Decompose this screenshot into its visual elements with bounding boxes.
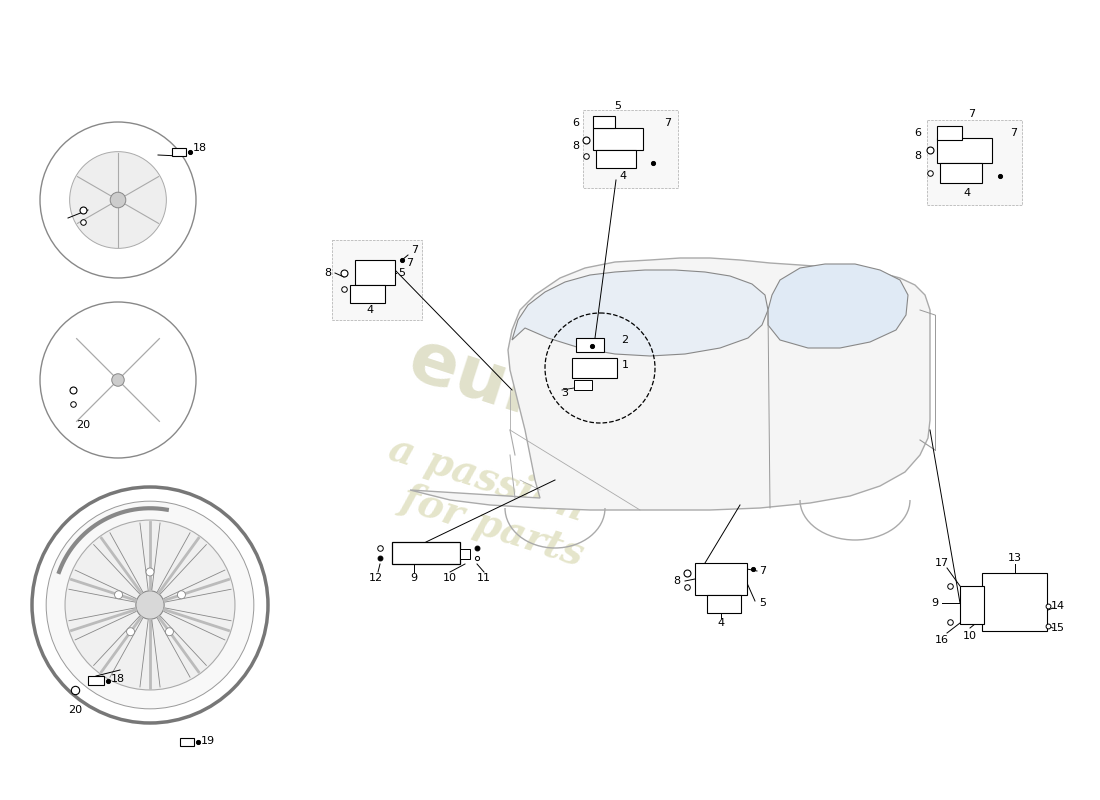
Bar <box>927 120 1022 205</box>
Polygon shape <box>410 258 930 510</box>
Circle shape <box>177 590 186 598</box>
Text: 13: 13 <box>1008 553 1022 563</box>
Circle shape <box>146 568 154 576</box>
FancyBboxPatch shape <box>180 738 194 746</box>
Text: 14: 14 <box>1050 601 1065 611</box>
Text: 19: 19 <box>201 736 216 746</box>
Circle shape <box>165 628 174 636</box>
Polygon shape <box>768 264 908 348</box>
Text: a passion
   for parts: a passion for parts <box>358 426 602 574</box>
FancyBboxPatch shape <box>982 573 1047 631</box>
FancyBboxPatch shape <box>593 128 644 150</box>
Text: europarts: europarts <box>399 326 801 514</box>
Text: 12: 12 <box>368 573 383 583</box>
Text: 5: 5 <box>615 101 622 111</box>
Circle shape <box>126 628 134 636</box>
Text: 15: 15 <box>1050 623 1065 633</box>
Text: 17: 17 <box>935 558 949 568</box>
Text: 7: 7 <box>1011 128 1018 138</box>
Circle shape <box>114 590 122 598</box>
FancyBboxPatch shape <box>88 676 104 685</box>
FancyBboxPatch shape <box>460 549 470 559</box>
FancyBboxPatch shape <box>695 563 747 595</box>
Text: 4: 4 <box>619 171 627 181</box>
FancyBboxPatch shape <box>593 116 615 128</box>
Bar <box>583 110 678 188</box>
FancyBboxPatch shape <box>707 595 741 613</box>
FancyBboxPatch shape <box>596 150 636 168</box>
Text: 4: 4 <box>964 188 970 198</box>
Text: 9: 9 <box>410 573 418 583</box>
FancyBboxPatch shape <box>574 380 592 390</box>
Circle shape <box>32 487 268 723</box>
Text: 7: 7 <box>411 245 419 255</box>
FancyBboxPatch shape <box>937 138 992 163</box>
Circle shape <box>65 520 235 690</box>
FancyBboxPatch shape <box>350 285 385 303</box>
Text: 10: 10 <box>443 573 456 583</box>
Bar <box>332 240 422 320</box>
Text: 9: 9 <box>932 598 938 608</box>
Circle shape <box>110 192 125 208</box>
Text: 20: 20 <box>68 705 82 715</box>
Text: 6: 6 <box>572 118 580 128</box>
Text: 8: 8 <box>572 141 580 151</box>
Circle shape <box>112 374 124 386</box>
Text: 11: 11 <box>477 573 491 583</box>
Text: 7: 7 <box>406 258 414 268</box>
Text: 8: 8 <box>673 576 681 586</box>
FancyBboxPatch shape <box>940 163 982 183</box>
FancyBboxPatch shape <box>355 260 395 285</box>
Text: 5: 5 <box>398 268 406 278</box>
Text: 7: 7 <box>759 566 767 576</box>
Circle shape <box>40 302 196 458</box>
Text: 7: 7 <box>664 118 672 128</box>
Text: 3: 3 <box>561 388 569 398</box>
FancyBboxPatch shape <box>937 126 962 140</box>
Text: 20: 20 <box>76 420 90 430</box>
Circle shape <box>135 591 164 619</box>
Text: 8: 8 <box>914 151 922 161</box>
Text: 18: 18 <box>111 674 125 684</box>
Circle shape <box>46 501 254 709</box>
Text: 18: 18 <box>192 143 207 153</box>
Circle shape <box>69 152 166 248</box>
FancyBboxPatch shape <box>576 338 604 352</box>
Text: 16: 16 <box>935 635 949 645</box>
FancyBboxPatch shape <box>960 586 984 624</box>
Text: 6: 6 <box>914 128 922 138</box>
Text: 1: 1 <box>621 360 628 370</box>
FancyBboxPatch shape <box>572 358 617 378</box>
Circle shape <box>40 122 196 278</box>
FancyBboxPatch shape <box>392 542 460 564</box>
Polygon shape <box>512 270 768 356</box>
FancyBboxPatch shape <box>172 148 186 156</box>
Text: 2: 2 <box>621 335 628 345</box>
Text: 10: 10 <box>962 631 977 641</box>
Text: 4: 4 <box>366 305 374 315</box>
Text: 5: 5 <box>759 598 767 608</box>
Text: 7: 7 <box>968 109 976 119</box>
Text: 4: 4 <box>717 618 725 628</box>
Text: 8: 8 <box>324 268 331 278</box>
